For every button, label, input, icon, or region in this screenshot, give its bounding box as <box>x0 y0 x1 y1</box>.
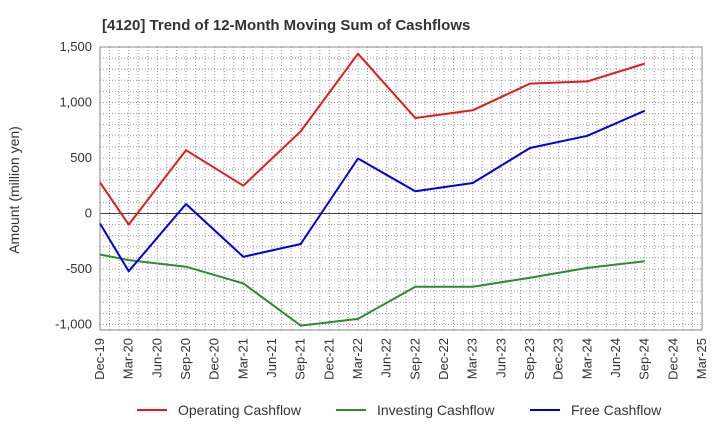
x-tick-label: Sep-21 <box>293 338 308 380</box>
x-tick-label: Dec-20 <box>207 338 222 380</box>
x-tick-label: Dec-23 <box>551 338 566 380</box>
x-tick-label: Mar-21 <box>235 338 250 379</box>
x-tick-label: Dec-22 <box>436 338 451 380</box>
x-tick-label: Dec-19 <box>92 338 107 380</box>
y-tick-label: 1,500 <box>59 39 92 54</box>
x-tick-label: Jun-24 <box>608 338 623 378</box>
series-line-2 <box>99 253 645 327</box>
y-tick-label: -500 <box>66 261 92 276</box>
x-tick-label: Jun-23 <box>493 338 508 378</box>
legend-label: Investing Cashflow <box>377 402 495 418</box>
series-line-1 <box>99 52 645 226</box>
y-tick-label: 0 <box>85 205 92 220</box>
y-axis-label: Amount (million yen) <box>6 126 22 254</box>
y-tick-label: 500 <box>70 150 92 165</box>
x-tick-label: Mar-24 <box>579 338 594 379</box>
chart-title: [4120] Trend of 12-Month Moving Sum of C… <box>102 17 470 34</box>
series-line-3 <box>99 109 646 273</box>
x-tick-label: Mar-20 <box>121 338 136 379</box>
legend: Operating Cashflow Investing Cashflow Free… <box>137 402 662 418</box>
x-tick-label: Jun-22 <box>379 338 394 378</box>
x-tick-label: Sep-23 <box>522 338 537 380</box>
x-tick-label: Mar-25 <box>694 338 709 379</box>
legend-label: Free Cashflow <box>571 402 662 418</box>
x-tick-label: Dec-24 <box>665 338 680 380</box>
x-tick-label: Mar-23 <box>465 338 480 379</box>
y-tick-label: -1,000 <box>55 316 92 331</box>
x-tick-label: Sep-20 <box>178 338 193 380</box>
x-tick-label: Sep-24 <box>637 338 652 380</box>
plot-area: -1,000 -500 0 500 1,000 1,500 Dec-19 Mar-20 Jun-… <box>55 39 709 380</box>
plot-background <box>100 47 702 330</box>
plot-frame <box>99 46 703 331</box>
x-tick-label: Sep-22 <box>407 338 422 380</box>
x-tick-label: Mar-22 <box>350 338 365 379</box>
y-tick-label: 1,000 <box>59 94 92 109</box>
x-tick-label: Jun-21 <box>264 338 279 378</box>
x-tick-label: Dec-21 <box>321 338 336 380</box>
x-tick-label: Jun-20 <box>149 338 164 378</box>
legend-label: Operating Cashflow <box>178 402 302 418</box>
